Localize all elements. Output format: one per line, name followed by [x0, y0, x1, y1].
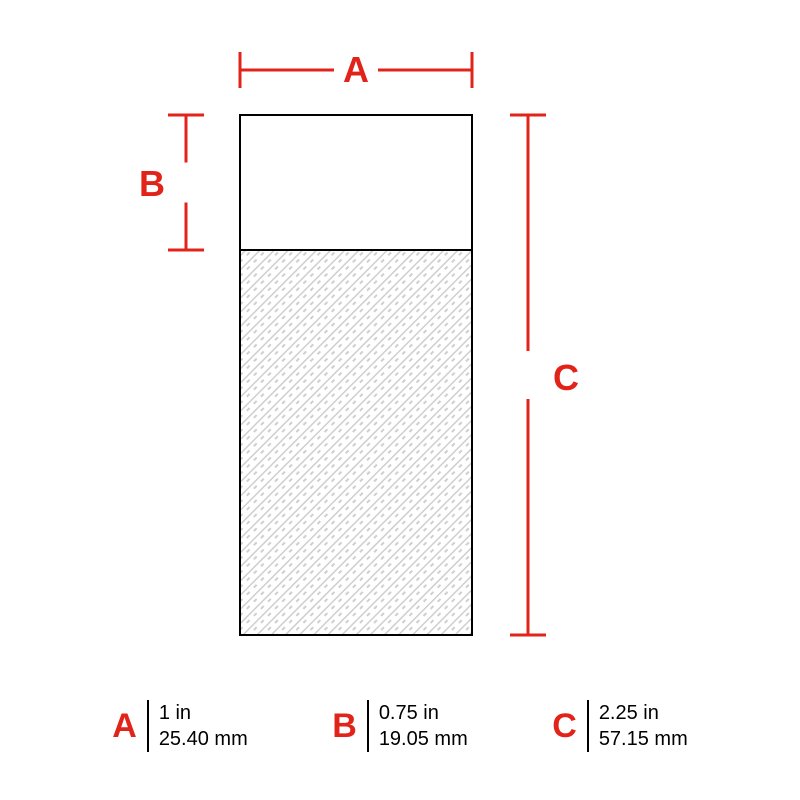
legend-value-mm: 19.05 mm — [379, 726, 468, 752]
dimension-letter-a: A — [343, 49, 369, 90]
legend-value-in: 0.75 in — [379, 700, 468, 726]
legend-value-in: 2.25 in — [599, 700, 688, 726]
legend-values: 1 in25.40 mm — [159, 700, 248, 752]
legend-value-mm: 57.15 mm — [599, 726, 688, 752]
legend-item-b: B 0.75 in19.05 mm — [332, 700, 468, 752]
legend-divider — [587, 700, 589, 752]
legend-item-a: A 1 in25.40 mm — [112, 700, 248, 752]
diagram-svg: A B C — [0, 0, 800, 800]
legend-value-in: 1 in — [159, 700, 248, 726]
legend-divider — [367, 700, 369, 752]
legend-letter: A — [112, 707, 137, 746]
legend-value-mm: 25.40 mm — [159, 726, 248, 752]
dimension-legend: A 1 in25.40 mm B 0.75 in19.05 mm C 2.25 in57.… — [0, 700, 800, 752]
legend-item-c: C 2.25 in57.15 mm — [552, 700, 688, 752]
legend-letter: B — [332, 707, 357, 746]
legend-values: 0.75 in19.05 mm — [379, 700, 468, 752]
dimension-letter-c: C — [553, 357, 579, 398]
legend-letter: C — [552, 707, 577, 746]
dimension-diagram: A B C — [0, 0, 800, 800]
legend-values: 2.25 in57.15 mm — [599, 700, 688, 752]
hatched-section — [240, 250, 472, 635]
dimension-letter-b: B — [139, 163, 165, 204]
legend-divider — [147, 700, 149, 752]
